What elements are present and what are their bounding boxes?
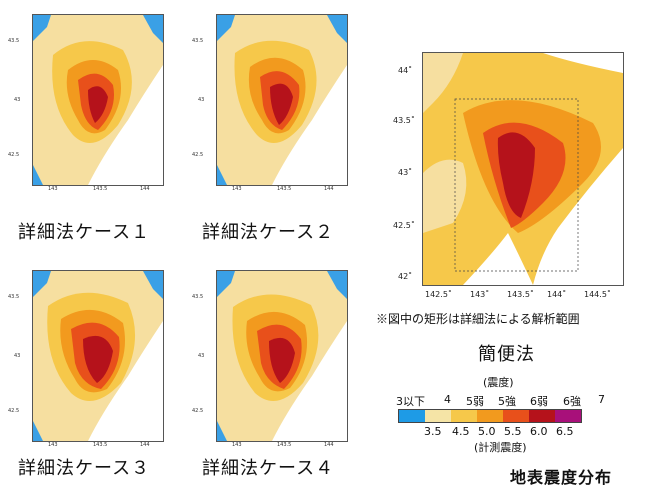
- legend-value: 3.5: [424, 425, 442, 438]
- map-case-1-ytick: 43: [14, 97, 21, 103]
- map-case-3-raster: [33, 271, 163, 441]
- map-simple-xtick: 144˚: [547, 290, 567, 299]
- map-case-4-xtick: 144: [324, 442, 334, 448]
- map-case-3-xtick: 144: [140, 442, 150, 448]
- map-simple-xtick: 143˚: [470, 290, 490, 299]
- map-case-1-raster: [33, 15, 163, 185]
- map-case-2-caption: 詳細法ケース２: [202, 222, 335, 243]
- map-simple-ytick: 42.5˚: [393, 221, 415, 230]
- map-case-2-raster: [217, 15, 347, 185]
- map-case-2-ytick: 43: [198, 97, 205, 103]
- map-simple-xtick: 144.5˚: [584, 290, 611, 299]
- legend-swatch: [529, 410, 555, 422]
- map-simple-method: [422, 52, 624, 286]
- map-case-3-caption: 詳細法ケース３: [18, 458, 151, 479]
- map-case-1-ytick: 43.5: [8, 38, 20, 44]
- legend-class: 3以下: [396, 395, 425, 408]
- map-simple-ytick: 43.5˚: [393, 116, 415, 125]
- legend-value: 6.5: [556, 425, 574, 438]
- map-case-2-ytick: 43.5: [192, 38, 204, 44]
- legend-measured-title: (計測震度): [474, 441, 527, 454]
- legend-class: 4: [444, 393, 451, 406]
- legend-value: 4.5: [452, 425, 470, 438]
- legend-value: 5.5: [504, 425, 522, 438]
- legend-swatch: [503, 410, 529, 422]
- map-case-3-ytick: 43: [14, 353, 21, 359]
- map-case-3: [32, 270, 164, 442]
- legend-class: 5弱: [466, 395, 484, 408]
- map-case-3-ytick: 43.5: [8, 294, 20, 300]
- map-simple-ytick: 42˚: [398, 272, 413, 281]
- map-case-4: [216, 270, 348, 442]
- legend-intensity-title: (震度): [483, 376, 514, 389]
- legend-color-bar: [398, 409, 582, 423]
- map-case-4-ytick: 43: [198, 353, 205, 359]
- map-case-1-xtick: 144: [140, 186, 150, 192]
- map-case-2-xtick: 144: [324, 186, 334, 192]
- map-simple-xtick: 143.5˚: [507, 290, 534, 299]
- figure-title: 地表震度分布: [510, 468, 613, 487]
- analysis-range-note: ※図中の矩形は詳細法による解析範囲: [376, 312, 580, 326]
- map-case-1-ytick: 42.5: [8, 152, 20, 158]
- map-case-1-caption: 詳細法ケース１: [18, 222, 151, 243]
- map-case-3-xtick: 143: [48, 442, 58, 448]
- map-case-1-xtick: 143: [48, 186, 58, 192]
- map-case-2-ytick: 42.5: [192, 152, 204, 158]
- legend-swatch: [425, 410, 451, 422]
- map-case-1: [32, 14, 164, 186]
- legend-value: 6.0: [530, 425, 548, 438]
- map-simple-ytick: 43˚: [398, 168, 413, 177]
- map-case-4-xtick: 143.5: [277, 442, 292, 448]
- map-simple-xtick: 142.5˚: [425, 290, 452, 299]
- map-case-2: [216, 14, 348, 186]
- map-simple-caption: 簡便法: [478, 344, 535, 365]
- map-simple-method-raster: [423, 53, 623, 285]
- map-case-4-ytick: 43.5: [192, 294, 204, 300]
- legend-class: 6強: [563, 395, 581, 408]
- legend-class: 7: [598, 393, 605, 406]
- legend-class: 5強: [498, 395, 516, 408]
- map-case-4-caption: 詳細法ケース４: [202, 458, 335, 479]
- legend-swatch: [555, 410, 581, 422]
- legend-swatch: [477, 410, 503, 422]
- legend-swatch: [399, 410, 425, 422]
- legend-value: 5.0: [478, 425, 496, 438]
- map-case-1-xtick: 143.5: [93, 186, 108, 192]
- map-case-4-xtick: 143: [232, 442, 242, 448]
- map-case-4-ytick: 42.5: [192, 408, 204, 414]
- legend-swatch: [451, 410, 477, 422]
- map-case-3-xtick: 143.5: [93, 442, 108, 448]
- map-case-2-xtick: 143: [232, 186, 242, 192]
- map-simple-ytick: 44˚: [398, 66, 413, 75]
- map-case-4-raster: [217, 271, 347, 441]
- map-case-2-xtick: 143.5: [277, 186, 292, 192]
- legend-class: 6弱: [530, 395, 548, 408]
- map-case-3-ytick: 42.5: [8, 408, 20, 414]
